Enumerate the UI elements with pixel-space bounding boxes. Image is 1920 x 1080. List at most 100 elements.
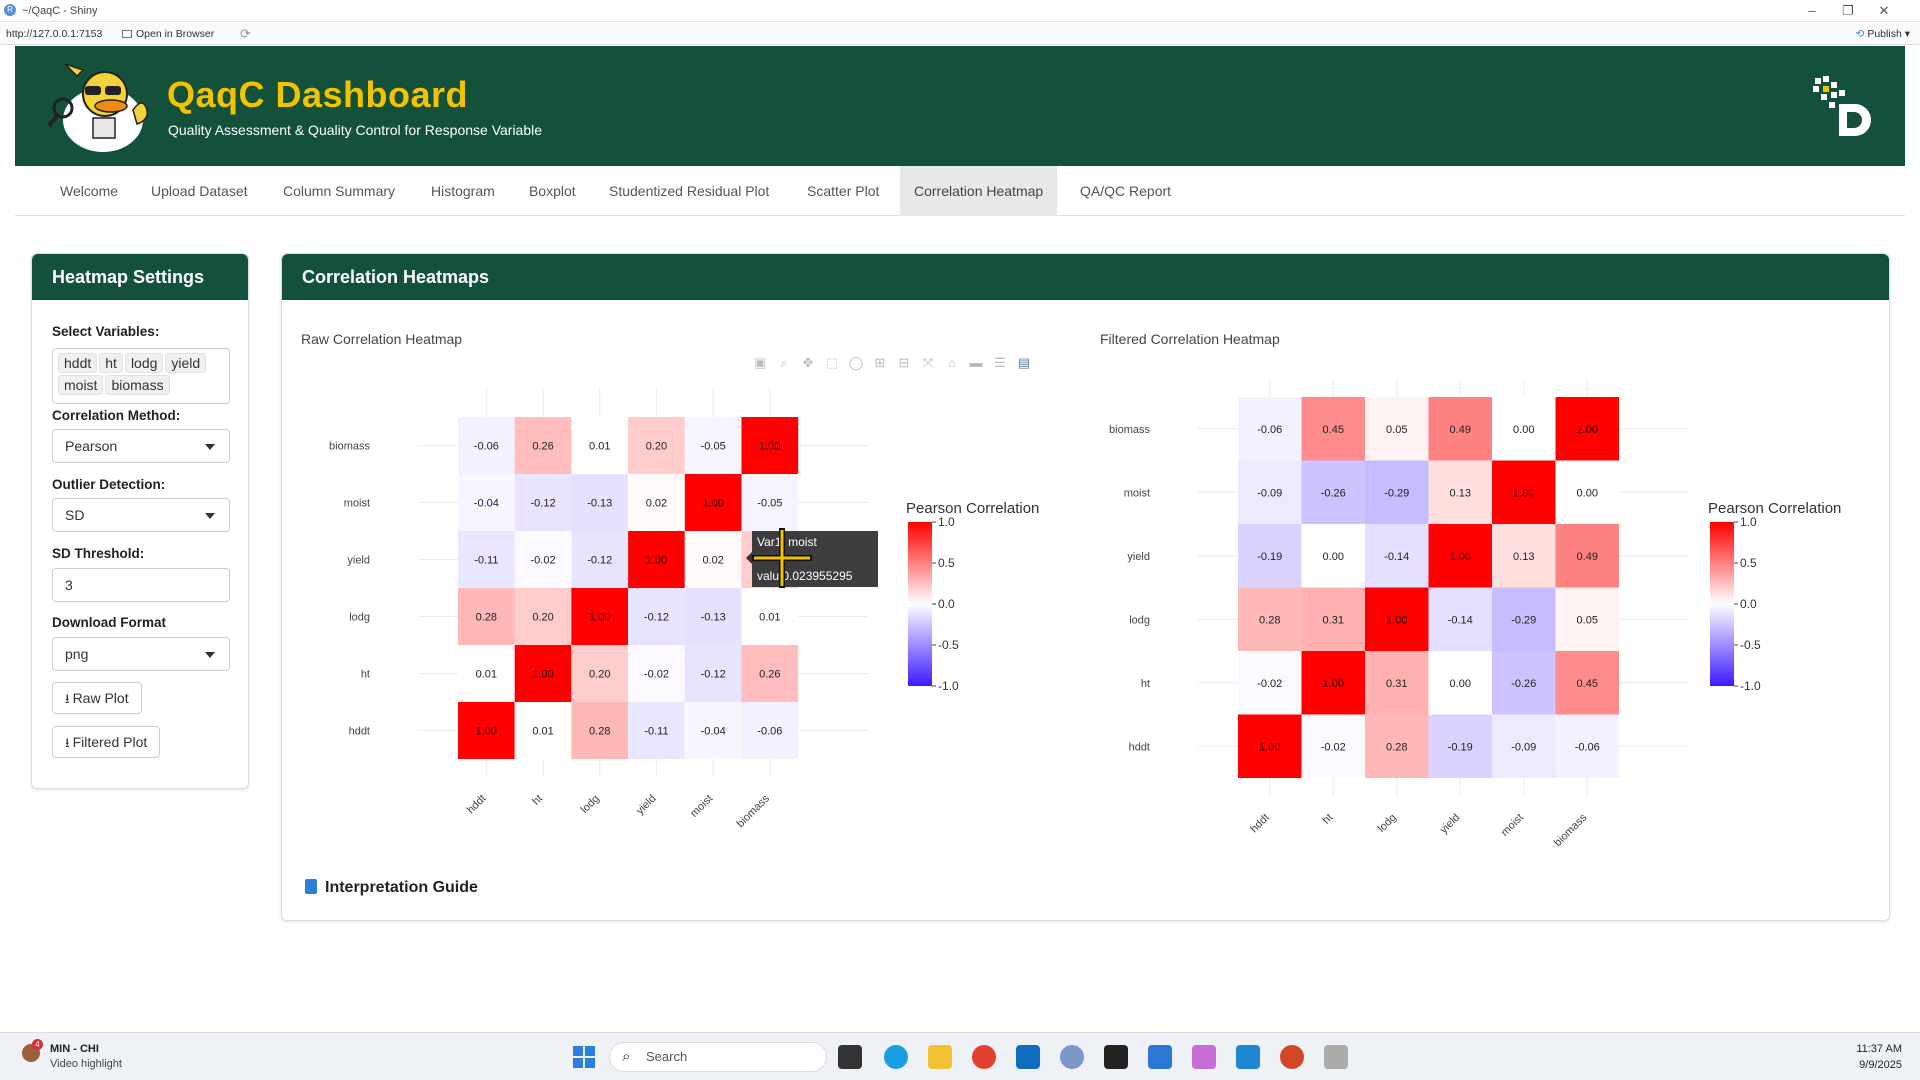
heatmap-cell[interactable] — [1301, 651, 1366, 715]
raw-correlation-heatmap[interactable]: 1.00 0.01 0.28 -0.11 -0.04 -0.06 hddt 0.01 1.00 0… — [300, 380, 1080, 850]
heatmap-cell[interactable] — [514, 417, 572, 474]
heatmap-cell[interactable] — [1365, 651, 1429, 715]
heatmap-cell[interactable] — [1238, 397, 1302, 461]
variable-chip[interactable]: hddt — [58, 353, 98, 373]
heatmap-cell[interactable] — [514, 702, 572, 759]
restore-icon[interactable]: ❐ — [1842, 3, 1854, 18]
lasso-icon[interactable]: ◯ — [848, 355, 864, 370]
zoom-icon[interactable]: ⌕ — [780, 355, 788, 370]
heatmap-cell[interactable] — [1492, 587, 1556, 652]
file-explorer-icon[interactable] — [928, 1045, 952, 1069]
plotly-logo-icon[interactable]: ▤ — [1017, 355, 1031, 370]
heatmap-cell[interactable] — [684, 702, 742, 759]
tab-studentized-residual-plot[interactable]: Studentized Residual Plot — [609, 183, 770, 199]
variables-multiselect[interactable]: hddt ht lodg yield moist biomass — [52, 348, 230, 404]
heatmap-cell[interactable] — [741, 645, 799, 702]
heatmap-cell[interactable] — [1492, 651, 1556, 715]
heatmap-cell[interactable] — [741, 702, 799, 759]
variable-chip[interactable]: ht — [99, 353, 123, 373]
terminal-icon[interactable] — [1104, 1045, 1128, 1069]
heatmap-cell[interactable] — [1428, 714, 1493, 779]
heatmap-cell[interactable] — [1301, 460, 1366, 525]
heatmap-cell[interactable] — [571, 531, 629, 588]
heatmap-cell[interactable] — [571, 702, 629, 759]
heatmap-cell[interactable] — [1301, 524, 1366, 588]
remote-desktop-icon[interactable] — [1324, 1045, 1348, 1069]
heatmap-cell[interactable] — [684, 588, 742, 645]
minimize-icon[interactable]: – — [1808, 3, 1816, 18]
compare-data-icon[interactable]: ☰ — [994, 355, 1006, 370]
tab-histogram[interactable]: Histogram — [431, 183, 495, 199]
heatmap-cell[interactable] — [1365, 714, 1429, 779]
tab-correlation-heatmap[interactable]: Correlation Heatmap — [900, 166, 1058, 216]
heatmap-cell[interactable] — [628, 531, 685, 588]
heatmap-cell[interactable] — [458, 417, 515, 474]
heatmap-cell[interactable] — [1365, 587, 1429, 652]
vscode-icon[interactable] — [1236, 1045, 1260, 1069]
heatmap-cell[interactable] — [1492, 524, 1556, 588]
pan-icon[interactable]: ✥ — [802, 355, 814, 370]
heatmap-cell[interactable] — [458, 474, 515, 531]
heatmap-cell[interactable] — [1555, 714, 1620, 779]
windows-start-icon[interactable] — [572, 1045, 596, 1069]
heatmap-cell[interactable] — [1428, 524, 1493, 588]
heatmap-cell[interactable] — [1555, 397, 1620, 461]
tab-scatter-plot[interactable]: Scatter Plot — [807, 183, 880, 199]
variable-chip[interactable]: yield — [165, 353, 207, 373]
tab-welcome[interactable]: Welcome — [60, 183, 119, 199]
heatmap-cell[interactable] — [1428, 460, 1493, 525]
filtered-plot-download-button[interactable]: ⭳ Filtered Plot — [52, 726, 161, 758]
raw-plot-download-button[interactable]: ⭳ Raw Plot — [52, 682, 142, 714]
edge-icon[interactable] — [884, 1045, 908, 1069]
heatmap-cell[interactable] — [1492, 397, 1556, 461]
close-icon[interactable]: ✕ — [1878, 3, 1890, 18]
notepad-icon[interactable] — [1148, 1045, 1172, 1069]
outlook-icon[interactable] — [1016, 1045, 1040, 1069]
heatmap-cell[interactable] — [571, 588, 629, 645]
refresh-icon[interactable]: ⟳ — [240, 26, 251, 41]
heatmap-cell[interactable] — [684, 474, 742, 531]
heatmap-cell[interactable] — [1555, 587, 1620, 652]
heatmap-cell[interactable] — [684, 417, 742, 474]
heatmap-cell[interactable] — [628, 588, 685, 645]
heatmap-cell[interactable] — [1428, 397, 1493, 461]
sd-threshold-input[interactable]: 3 — [52, 568, 230, 602]
heatmap-cell[interactable] — [628, 645, 685, 702]
tab-column-summary[interactable]: Column Summary — [283, 183, 396, 199]
heatmap-cell[interactable] — [1301, 587, 1366, 652]
outlier-detection-select[interactable]: SD — [52, 498, 230, 532]
heatmap-cell[interactable] — [458, 531, 515, 588]
heatmap-cell[interactable] — [628, 474, 685, 531]
heatmap-cell[interactable] — [1238, 587, 1302, 652]
variable-chip[interactable]: biomass — [105, 375, 170, 395]
heatmap-cell[interactable] — [684, 531, 742, 588]
heatmap-cell[interactable] — [741, 474, 799, 531]
heatmap-cell[interactable] — [1555, 651, 1620, 715]
heatmap-cell[interactable] — [628, 417, 685, 474]
heatmap-cell[interactable] — [1365, 524, 1429, 588]
heatmap-cell[interactable] — [514, 645, 572, 702]
heatmap-cell[interactable] — [1238, 651, 1302, 715]
camera-icon[interactable]: ▣ — [753, 355, 767, 370]
variable-chip[interactable]: moist — [58, 375, 104, 395]
publish-button[interactable]: ⟲ Publish ▾ — [1855, 28, 1910, 40]
heatmap-cell[interactable] — [1238, 524, 1302, 588]
autoscale-icon[interactable]: ⤧ — [922, 355, 934, 370]
open-in-browser-button[interactable]: Open in Browser — [122, 28, 214, 40]
heatmap-cell[interactable] — [684, 645, 742, 702]
filtered-correlation-heatmap[interactable]: 1.00 -0.02 0.28 -0.19 -0.09 -0.06 hddt -0.02 1.0… — [1100, 380, 1880, 850]
heatmap-cell[interactable] — [1555, 460, 1620, 525]
chrome-icon[interactable] — [972, 1045, 996, 1069]
home-icon[interactable]: ⌂ — [948, 355, 956, 370]
powerpoint-icon[interactable] — [1280, 1045, 1304, 1069]
heatmap-cell[interactable] — [1555, 524, 1620, 588]
zoom-out-icon[interactable]: ⊟ — [898, 355, 910, 370]
heatmap-cell[interactable] — [1428, 587, 1493, 652]
heatmap-cell[interactable] — [1301, 714, 1366, 779]
tab-upload-dataset[interactable]: Upload Dataset — [151, 183, 248, 199]
heatmap-cell[interactable] — [571, 417, 629, 474]
heatmap-cell[interactable] — [741, 588, 799, 645]
heatmap-cell[interactable] — [1365, 397, 1429, 461]
zoom-in-icon[interactable]: ⊞ — [874, 355, 886, 370]
r-icon[interactable] — [1060, 1045, 1084, 1069]
